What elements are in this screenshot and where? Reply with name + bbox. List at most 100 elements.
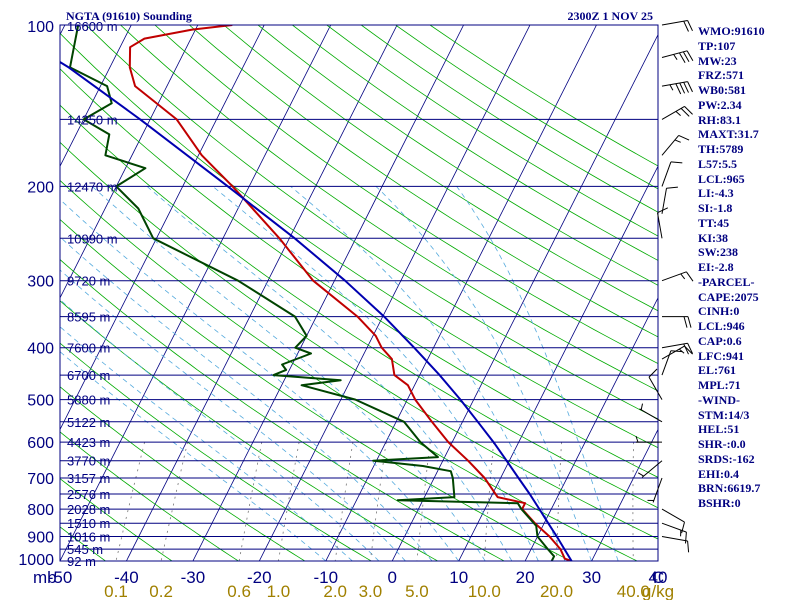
mixing-ratio-line xyxy=(160,442,188,561)
isotherm-line xyxy=(60,25,132,168)
stability-index-item: SI:-1.8 xyxy=(698,201,733,215)
stability-index-item: LFC:941 xyxy=(698,348,744,363)
mixing-ratio-unit-label: g/kg xyxy=(642,582,674,600)
stability-index-item: BRN:6619.7 xyxy=(698,481,761,496)
height-tick-label: 6700 m xyxy=(67,368,110,383)
pressure-unit-label: mb xyxy=(33,568,57,587)
wind-barb xyxy=(661,271,694,282)
mixing-ratio-tick-label: 40.0 xyxy=(617,582,650,600)
height-tick-label: 545 m xyxy=(67,542,103,557)
stability-index-item: LCL:965 xyxy=(698,171,745,186)
stability-index-item: LI:-4.3 xyxy=(698,186,734,201)
wind-barb xyxy=(661,522,687,544)
stability-index-item: SW:238 xyxy=(698,245,739,260)
stability-index-item: MAXT:31.7 xyxy=(698,127,759,142)
stability-index-item: FRZ:571 xyxy=(698,68,744,83)
chart-title: NGTA (91610) Sounding xyxy=(66,9,192,23)
wind-barb xyxy=(648,368,663,400)
stability-index-item: EL:761 xyxy=(698,363,737,378)
stability-index-item: EI:-2.8 xyxy=(698,260,734,274)
temperature-tick-label: -40 xyxy=(114,568,139,587)
wind-barb xyxy=(661,161,683,187)
isotherm-line xyxy=(524,296,658,561)
isotherm-line xyxy=(591,428,658,561)
stability-index-item: -WIND- xyxy=(698,392,740,407)
height-tick-label: 10990 m xyxy=(67,231,118,246)
moist-adiabat xyxy=(60,269,406,561)
mixing-ratio-tick-label: 3.0 xyxy=(359,582,383,600)
stability-index-item: L57:5.5 xyxy=(698,156,737,171)
height-tick-label: 1510 m xyxy=(67,516,110,531)
height-tick-label: 4423 m xyxy=(67,435,110,450)
wind-barb xyxy=(661,186,678,214)
temperature-tick-label: -10 xyxy=(314,568,339,587)
wind-barb xyxy=(647,477,663,503)
temperature-tick-label: 0 xyxy=(387,568,396,587)
isotherm-line xyxy=(126,25,398,561)
pressure-tick-label: 1000 xyxy=(18,552,54,569)
height-tick-label: 3770 m xyxy=(67,454,110,469)
stability-index-item: MPL:71 xyxy=(698,378,741,392)
stability-index-item: KI:38 xyxy=(698,230,728,245)
stability-index-item: SRDS:-162 xyxy=(698,451,755,466)
height-tick-label: 92 m xyxy=(67,554,96,569)
mixing-ratio-tick-label: 5.0 xyxy=(405,582,429,600)
stability-index-item: WMO:91610 xyxy=(698,24,765,38)
pressure-tick-label: 300 xyxy=(27,274,54,291)
mixing-ratio-tick-label: 20.0 xyxy=(540,582,573,600)
wind-barb xyxy=(661,134,690,156)
stability-index-item: LCL:946 xyxy=(698,319,745,333)
stability-index-item: HEL:51 xyxy=(698,422,740,437)
height-tick-label: 5122 m xyxy=(67,415,110,430)
pressure-tick-label: 700 xyxy=(27,471,54,488)
wind-barb xyxy=(661,50,694,63)
stability-index-item: CAP:0.6 xyxy=(698,333,742,348)
moist-adiabat xyxy=(91,186,486,561)
pressure-tick-label: 900 xyxy=(27,530,54,547)
wind-barb xyxy=(661,536,690,553)
moist-adiabat xyxy=(60,236,433,561)
dewpoint-curve xyxy=(69,25,556,561)
height-tick-label: 2028 m xyxy=(67,502,110,517)
stability-index-item: -PARCEL- xyxy=(698,274,755,289)
wind-barbs xyxy=(635,20,694,553)
mixing-ratio-tick-label: 0.1 xyxy=(104,582,128,600)
height-tick-label: 14250 m xyxy=(67,112,118,127)
stability-index-item: MW:23 xyxy=(698,53,737,68)
pressure-tick-label: 500 xyxy=(27,393,54,410)
stability-index-item: TH:5789 xyxy=(698,142,744,156)
height-tick-label: 9720 m xyxy=(67,274,110,289)
stability-index-item: EHI:0.4 xyxy=(698,466,740,481)
wind-barb xyxy=(661,20,693,32)
stability-index-item: STM:14/3 xyxy=(698,407,750,422)
height-tick-label: 3157 m xyxy=(67,471,110,486)
pressure-tick-label: 100 xyxy=(27,19,54,36)
stability-index-item: WB0:581 xyxy=(698,83,746,97)
plot-frame xyxy=(59,24,659,562)
moist-adiabat xyxy=(456,186,619,561)
temperature-tick-label: 10 xyxy=(449,568,468,587)
temperature-tick-label: 40 xyxy=(649,568,668,587)
wind-barb xyxy=(662,316,692,328)
isotherm-line xyxy=(258,25,531,561)
wind-barb xyxy=(637,460,663,478)
isotherm-line xyxy=(60,25,199,299)
height-tick-label: 7600 m xyxy=(67,341,110,356)
wind-barb xyxy=(661,81,693,95)
temperature-unit-label: C xyxy=(652,568,664,587)
temperature-tick-label: -30 xyxy=(181,568,206,587)
wind-barb xyxy=(639,403,663,423)
mixing-ratio-tick-label: 0.2 xyxy=(149,582,173,600)
pressure-tick-label: 400 xyxy=(27,341,54,358)
pressure-tick-label: 800 xyxy=(27,502,54,519)
isotherm-line xyxy=(458,165,658,561)
stability-index-item: CINH:0 xyxy=(698,304,740,319)
mixing-ratio-tick-label: 2.0 xyxy=(323,582,347,600)
wind-barb xyxy=(661,350,683,376)
isotherm-line xyxy=(391,33,658,561)
temperature-tick-label: -20 xyxy=(247,568,272,587)
stability-index-item: RH:83.1 xyxy=(698,112,741,127)
height-tick-label: 2576 m xyxy=(67,487,110,502)
